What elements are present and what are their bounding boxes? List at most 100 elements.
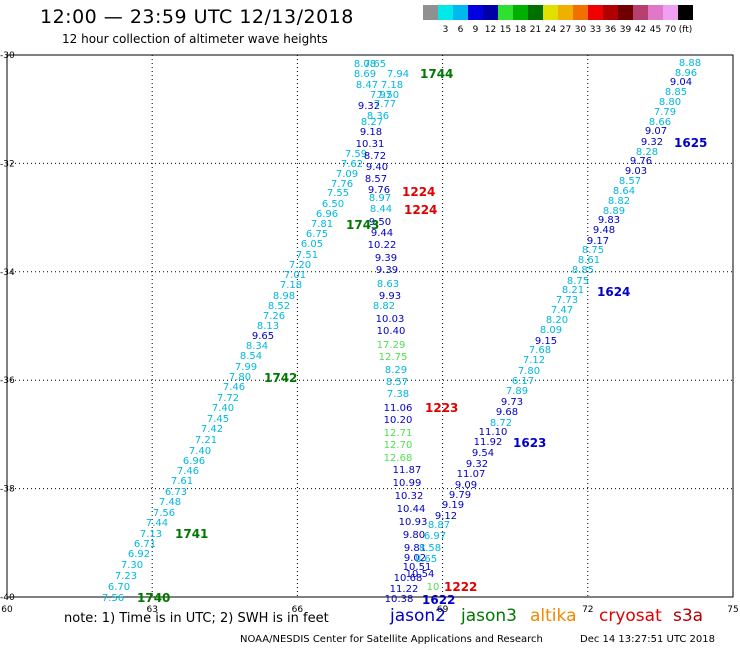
pass-time-label: 1742 xyxy=(264,371,297,385)
wave-height-value: 9.32 xyxy=(358,101,380,112)
wave-height-value: 8.72 xyxy=(364,151,386,162)
wave-height-value: 10.40 xyxy=(377,326,406,337)
wave-height-value: 8.52 xyxy=(268,301,290,312)
pass-time-label: 1625 xyxy=(674,136,707,150)
wave-height-value: 7.56 xyxy=(102,593,124,604)
legend-value: 15 xyxy=(499,25,512,35)
wave-height-value: 8.47 xyxy=(356,80,378,91)
wave-height-value: 11.92 xyxy=(474,437,503,448)
legend-value: 24 xyxy=(544,25,557,35)
wave-height-value: 9.39 xyxy=(376,265,398,276)
wave-height-value: 9.76 xyxy=(630,156,652,167)
wave-height-value: 9.54 xyxy=(472,448,494,459)
wave-height-value: 6.96 xyxy=(316,209,338,220)
wave-height-value: 7.77 xyxy=(374,99,396,110)
wave-height-value: 8.85 xyxy=(665,87,687,98)
wave-height-value: 10.68 xyxy=(394,573,423,584)
wave-height-value: 7.99 xyxy=(235,362,257,373)
legend-swatch xyxy=(558,5,573,20)
wave-height-value: 7.47 xyxy=(551,305,573,316)
wave-height-value: 7.59 xyxy=(345,149,367,160)
legend-swatch xyxy=(468,5,483,20)
satellite-name: s3a xyxy=(673,606,704,626)
wave-height-value: 8.69 xyxy=(354,69,376,80)
wave-height-value: 7.56 xyxy=(153,508,175,519)
wave-height-value: 7.26 xyxy=(263,311,285,322)
legend-value: 27 xyxy=(559,25,572,35)
wave-height-value: 7.44 xyxy=(146,518,168,529)
wave-height-value: 6.50 xyxy=(322,199,344,210)
wave-height-value: 7.23 xyxy=(115,571,137,582)
wave-height-value: 8.29 xyxy=(385,365,407,376)
wave-height-value: 9.17 xyxy=(587,236,609,247)
wave-height-value: 8.27 xyxy=(361,117,383,128)
legend-swatch xyxy=(633,5,648,20)
wave-height-value: 7.62 xyxy=(341,159,363,170)
wave-height-value: 9.32 xyxy=(641,137,663,148)
wave-height-value: 9.02 xyxy=(404,553,426,564)
wave-height-value: 6.05 xyxy=(301,239,323,250)
wave-height-value: 9.07 xyxy=(645,126,667,137)
pass-time-label: 1223 xyxy=(425,401,458,415)
wave-height-value: 7.81 xyxy=(311,219,333,230)
wave-height-value: 9.93 xyxy=(379,291,401,302)
wave-height-value: 6.17 xyxy=(512,376,534,387)
latitude-label: -34 xyxy=(0,268,15,278)
wave-height-value: 8.57 xyxy=(386,377,408,388)
wave-height-value: 9.65 xyxy=(252,331,274,342)
wave-height-value: 7.94 xyxy=(387,69,409,80)
pass-time-label: 1624 xyxy=(597,285,630,299)
wave-height-value: 8.57 xyxy=(365,174,387,185)
legend-swatch xyxy=(588,5,603,20)
wave-height-value: 12.75 xyxy=(379,352,408,363)
legend-value: 12 xyxy=(484,25,497,35)
wave-height-value: 12.70 xyxy=(384,440,413,451)
wave-height-value: 9.18 xyxy=(360,127,382,138)
wave-height-value: 9.19 xyxy=(442,500,464,511)
wave-height-value: 7.09 xyxy=(336,169,358,180)
wave-height-value: 8.63 xyxy=(377,279,399,290)
wave-height-value: 9.39 xyxy=(375,253,397,264)
wave-height-value: 10 xyxy=(427,582,440,593)
wave-height-value: 7.38 xyxy=(387,389,409,400)
wave-height-value: 7.21 xyxy=(195,435,217,446)
satellite-name: jason3 xyxy=(461,606,517,626)
wave-height-value: 7.12 xyxy=(523,355,545,366)
legend-swatch xyxy=(543,5,558,20)
legend-value: 6 xyxy=(457,25,464,35)
wave-height-value: 12.68 xyxy=(384,453,413,464)
legend-swatch xyxy=(678,5,693,20)
wave-height-value: 8.72 xyxy=(490,418,512,429)
pass-time-label: 1623 xyxy=(513,436,546,450)
wave-height-value: 9.12 xyxy=(435,511,457,522)
wave-height-value: 9.03 xyxy=(625,166,647,177)
longitude-label: 69 xyxy=(437,605,449,615)
legend-value: 21 xyxy=(529,25,542,35)
wave-height-value: 7.80 xyxy=(229,372,251,383)
wave-height-value: 9.80 xyxy=(403,530,425,541)
legend-swatch xyxy=(498,5,513,20)
map-frame xyxy=(6,54,734,598)
wave-height-value: 8.58 xyxy=(419,543,441,554)
latitude-label: -38 xyxy=(0,485,15,495)
wave-height-value: 10.51 xyxy=(403,562,432,573)
wave-height-value: 8.21 xyxy=(562,285,584,296)
wave-height-value: 8.13 xyxy=(257,321,279,332)
latitude-label: -30 xyxy=(0,51,15,61)
pass-time-label: 1224 xyxy=(404,203,437,217)
wave-height-value: 11.87 xyxy=(393,465,422,476)
wave-height-value: 10.03 xyxy=(376,314,405,325)
wave-height-value: 11.07 xyxy=(457,469,486,480)
wave-height-value: 7.79 xyxy=(654,107,676,118)
legend-value: 45 xyxy=(649,25,662,35)
legend-swatch xyxy=(438,5,453,20)
page-title: 12:00 — 23:59 UTC 12/13/2018 xyxy=(40,6,354,28)
wave-height-value: 7.61 xyxy=(171,476,193,487)
wave-height-value: 9.04 xyxy=(670,77,692,88)
wave-height-value: 17.29 xyxy=(377,340,406,351)
wave-height-value: 6.75 xyxy=(306,229,328,240)
satellite-name: altika xyxy=(530,606,577,626)
legend-value: 42 xyxy=(634,25,647,35)
wave-height-value: 9.32 xyxy=(466,459,488,470)
generated-timestamp: Dec 14 13:27:51 UTC 2018 xyxy=(580,634,715,645)
